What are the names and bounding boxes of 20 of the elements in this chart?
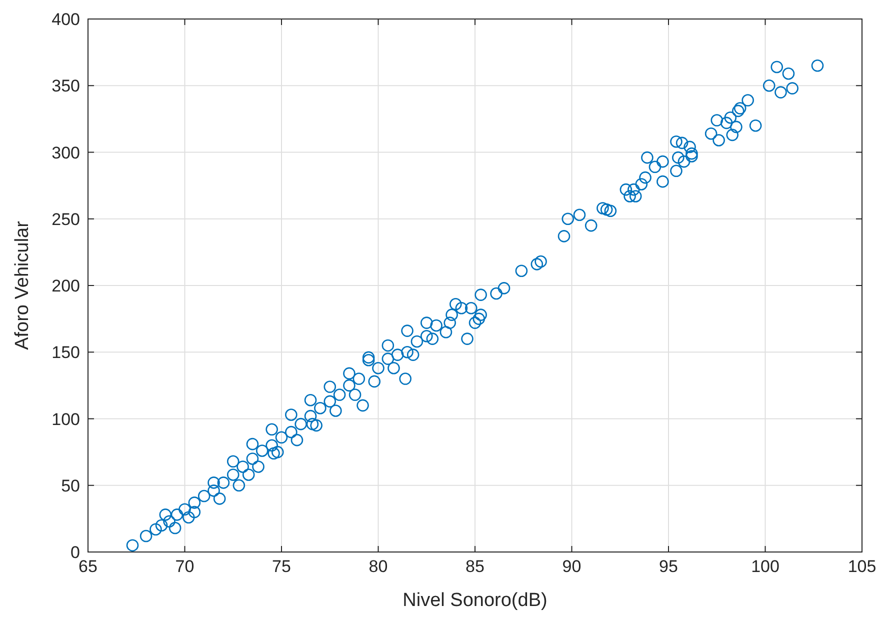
- x-tick-label: 85: [466, 557, 484, 576]
- x-tick-label: 65: [78, 557, 98, 576]
- x-axis-title: Nivel Sonoro(dB): [402, 590, 548, 611]
- y-tick-label: 350: [52, 76, 80, 96]
- y-tick-label: 200: [52, 276, 80, 296]
- y-tick-label: 250: [52, 210, 80, 229]
- x-tick-label: 90: [562, 557, 582, 576]
- y-tick-label: 50: [61, 476, 80, 496]
- x-tick-label: 105: [848, 557, 876, 576]
- x-tick-label: 95: [659, 557, 678, 576]
- y-tick-label: 400: [52, 10, 80, 29]
- y-tick-label: 0: [70, 543, 80, 562]
- y-tick-label: 150: [52, 343, 80, 362]
- x-tick-label: 70: [175, 557, 194, 576]
- x-tick-label: 100: [751, 557, 780, 576]
- x-tick-label: 80: [368, 557, 388, 576]
- y-axis-title: Aforo Vehicular: [12, 220, 33, 350]
- y-tick-label: 300: [52, 143, 80, 162]
- x-tick-label: 75: [272, 557, 291, 576]
- y-tick-label: 100: [52, 410, 80, 429]
